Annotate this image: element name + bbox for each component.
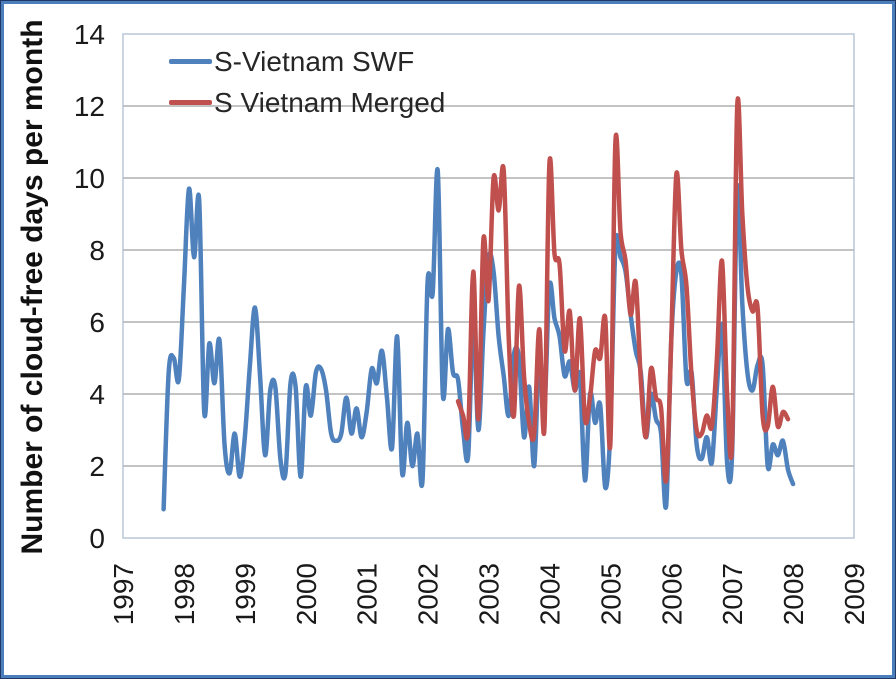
x-tick-label: 1997	[108, 563, 139, 625]
x-tick-label: 2006	[656, 563, 687, 625]
x-tick-label: 2000	[291, 563, 322, 625]
y-tick-label: 6	[89, 307, 105, 338]
x-tick-label: 2001	[352, 563, 383, 625]
plot-border	[122, 33, 855, 539]
legend-label-merged: S Vietnam Merged	[214, 86, 446, 118]
y-tick-label: 2	[89, 451, 105, 482]
series-line-s-vietnam-merged	[455, 96, 791, 484]
y-tick-label: 4	[89, 379, 105, 410]
legend-entry-merged: S Vietnam Merged	[169, 82, 445, 123]
legend-entry-swf: S-Vietnam SWF	[169, 41, 445, 82]
y-tick-label: 10	[74, 163, 105, 194]
series-line-s-vietnam-swf	[161, 167, 796, 512]
x-tick-label: 2007	[717, 563, 748, 625]
x-tick-label: 2003	[474, 563, 505, 625]
y-tick-label: 12	[74, 91, 105, 122]
y-tick-label: 0	[89, 523, 105, 554]
legend-line-swatch-red	[169, 100, 212, 105]
legend-line-swatch-blue	[169, 59, 212, 64]
x-tick-label: 2004	[534, 563, 565, 625]
x-tick-label: 2005	[595, 563, 626, 625]
x-tick-label: 2002	[413, 563, 444, 625]
y-tick-label: 14	[74, 19, 105, 50]
y-tick-label: 8	[89, 235, 105, 266]
x-tick-label: 2009	[839, 563, 870, 625]
legend: S-Vietnam SWF S Vietnam Merged	[169, 41, 445, 123]
x-tick-label: 2008	[778, 563, 809, 625]
legend-label-swf: S-Vietnam SWF	[214, 45, 415, 77]
y-axis-title: Number of cloud-free days per month	[16, 19, 49, 555]
x-tick-label: 1999	[230, 563, 261, 625]
x-tick-label: 1998	[169, 563, 200, 625]
